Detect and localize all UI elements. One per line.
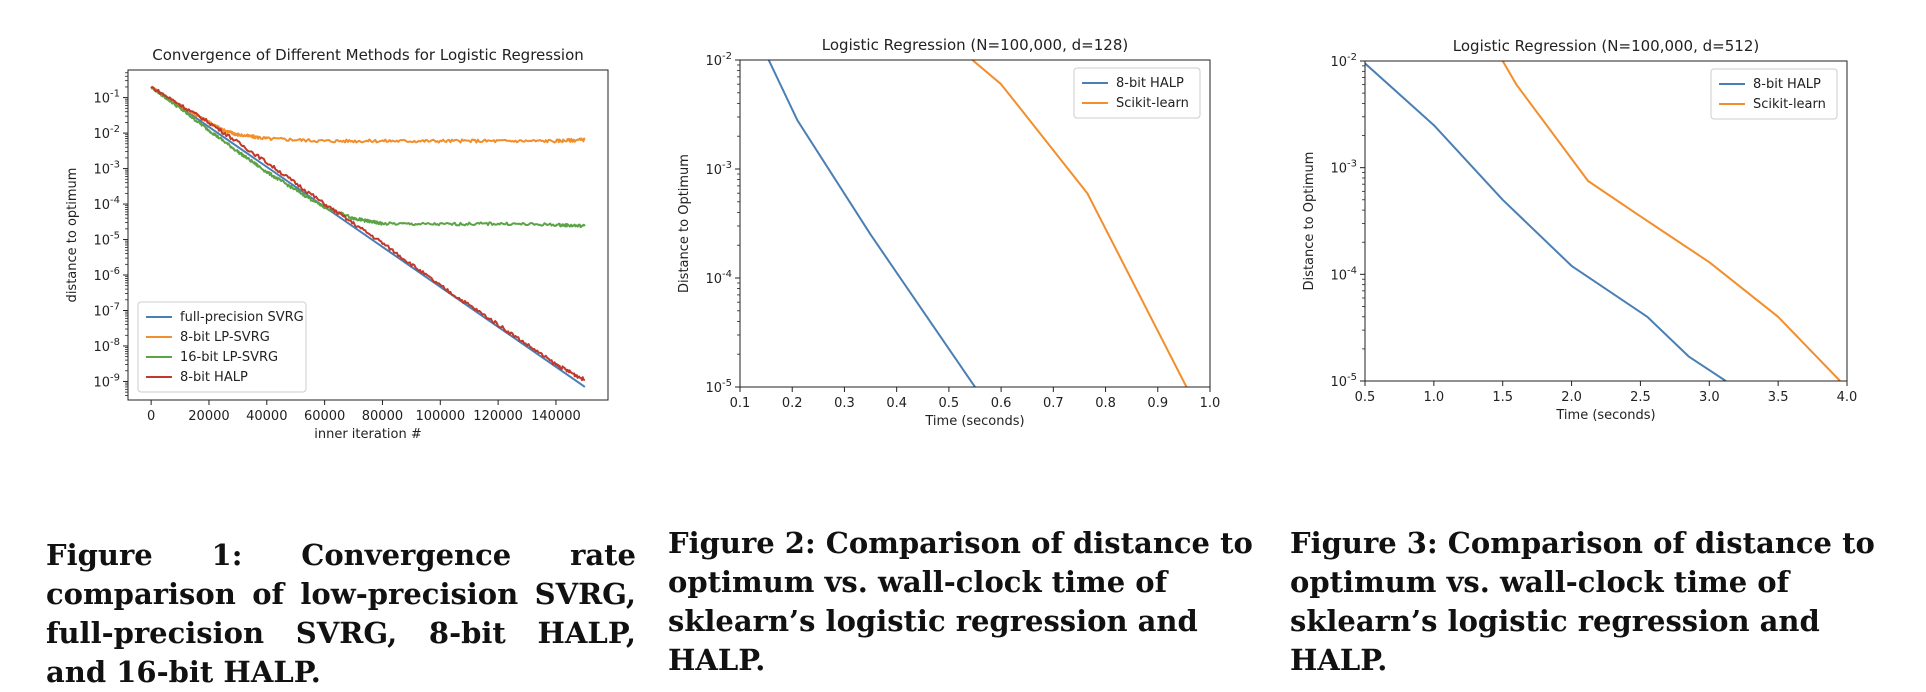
x-tick-label: 0.5: [1355, 390, 1376, 405]
x-tick-label: 100000: [415, 409, 465, 424]
y-tick-label: 10-2: [93, 124, 120, 142]
legend-entry: Scikit-learn: [1753, 97, 1826, 112]
svg-text:10-2: 10-2: [705, 51, 732, 69]
x-tick-label: 1.5: [1492, 390, 1513, 405]
y-tick-label: 10-8: [93, 337, 120, 355]
figure-2-caption: Figure 2: Comparison of distance to opti…: [668, 526, 1253, 677]
svg-text:10-2: 10-2: [93, 124, 120, 142]
x-tick-label: 60000: [304, 409, 345, 424]
legend-entry: 8-bit HALP: [180, 370, 248, 385]
legend-entry: 8-bit LP-SVRG: [180, 330, 270, 345]
y-tick-label: 10-4: [705, 269, 732, 287]
y-tick-label: 10-4: [93, 195, 120, 213]
legend-entry: 8-bit HALP: [1116, 76, 1184, 91]
svg-text:10-5: 10-5: [705, 378, 732, 396]
series-line-0: [1365, 62, 1727, 381]
x-tick-label: 20000: [188, 409, 229, 424]
x-tick-label: 0.6: [991, 396, 1012, 411]
x-tick-label: 2.0: [1561, 390, 1582, 405]
chart-convergence: Convergence of Different Methods for Log…: [65, 46, 609, 442]
y-tick-label: 10-9: [93, 372, 120, 390]
x-tick-label: 0.7: [1043, 396, 1064, 411]
series-line-1: [1501, 61, 1841, 381]
x-axis-label: inner iteration #: [314, 427, 422, 442]
figure-1-caption: Figure 1: Convergence rate comparison of…: [46, 538, 636, 689]
legend: full-precision SVRG 8-bit LP-SVRG 16-bit L…: [137, 301, 307, 393]
y-axis-label: distance to optimum: [65, 168, 80, 303]
y-axis-label: Distance to Optimum: [1302, 152, 1317, 291]
y-tick-label: 10-3: [93, 160, 120, 178]
svg-text:10-4: 10-4: [93, 195, 120, 213]
x-tick-label: 0.2: [782, 396, 803, 411]
svg-text:10-5: 10-5: [93, 231, 120, 249]
legend-entry: full-precision SVRG: [180, 310, 304, 325]
svg-text:10-3: 10-3: [1330, 159, 1357, 177]
svg-text:10-4: 10-4: [1330, 265, 1357, 283]
x-tick-label: 1.0: [1424, 390, 1445, 405]
y-tick-label: 10-4: [1330, 265, 1357, 283]
series-line-0: [767, 60, 976, 387]
series-line-2: [150, 86, 586, 229]
x-tick-label: 0.8: [1095, 396, 1116, 411]
legend-entry: Scikit-learn: [1116, 96, 1189, 111]
svg-text:10-8: 10-8: [93, 337, 120, 355]
x-tick-label: 0.3: [834, 396, 855, 411]
chart-halp-vs-sklearn-d512: Logistic Regression (N=100,000, d=512) 0.…: [1302, 37, 1858, 423]
x-tick-label: 0.4: [886, 396, 907, 411]
svg-text:10-3: 10-3: [93, 160, 120, 178]
x-tick-label: 140000: [531, 409, 581, 424]
x-tick-label: 2.5: [1630, 390, 1651, 405]
plot-frame: [127, 69, 609, 401]
y-tick-label: 10-5: [93, 231, 120, 249]
svg-text:10-6: 10-6: [93, 266, 120, 284]
chart-title: Logistic Regression (N=100,000, d=512): [1453, 37, 1759, 55]
chart-title: Logistic Regression (N=100,000, d=128): [822, 36, 1128, 54]
x-tick-label: 0.5: [939, 396, 960, 411]
svg-text:10-9: 10-9: [93, 372, 120, 390]
x-tick-label: 120000: [473, 409, 523, 424]
y-tick-label: 10-5: [1330, 372, 1357, 390]
y-tick-label: 10-7: [93, 301, 120, 319]
chart-halp-vs-sklearn-d128: Logistic Regression (N=100,000, d=128) 0.…: [677, 36, 1221, 429]
series-line-0: [150, 86, 586, 388]
y-axis-label: Distance to Optimum: [677, 154, 692, 293]
plot-frame: [1364, 60, 1848, 382]
y-tick-label: 10-2: [1330, 52, 1357, 70]
svg-text:10-7: 10-7: [93, 301, 120, 319]
x-tick-label: 0.1: [730, 396, 751, 411]
series-line-3: [150, 85, 586, 382]
x-tick-label: 1.0: [1200, 396, 1221, 411]
legend-entry: 16-bit LP-SVRG: [180, 350, 278, 365]
y-tick-label: 10-2: [705, 51, 732, 69]
x-axis-label: Time (seconds): [924, 414, 1024, 429]
x-axis-label: Time (seconds): [1555, 408, 1655, 423]
series-line-1: [971, 60, 1188, 387]
chart-title: Convergence of Different Methods for Log…: [152, 46, 584, 64]
x-tick-label: 3.0: [1699, 390, 1720, 405]
x-tick-label: 0.9: [1147, 396, 1168, 411]
y-tick-label: 10-5: [705, 378, 732, 396]
figure-3-chart: Logistic Regression (N=100,000, d=512) 0.…: [1285, 30, 1925, 495]
y-tick-label: 10-1: [93, 89, 120, 107]
figure-1-chart: Convergence of Different Methods for Log…: [0, 30, 640, 495]
x-tick-label: 3.5: [1768, 390, 1789, 405]
y-tick-label: 10-6: [93, 266, 120, 284]
svg-text:10-1: 10-1: [93, 89, 120, 107]
x-tick-label: 4.0: [1837, 390, 1858, 405]
y-tick-label: 10-3: [1330, 159, 1357, 177]
svg-text:10-5: 10-5: [1330, 372, 1357, 390]
legend: 8-bit HALP Scikit-learn: [1073, 67, 1201, 119]
x-tick-label: 0: [147, 409, 155, 424]
legend: 8-bit HALP Scikit-learn: [1710, 68, 1838, 120]
y-tick-label: 10-3: [705, 160, 732, 178]
legend-entry: 8-bit HALP: [1753, 77, 1821, 92]
x-tick-label: 80000: [362, 409, 403, 424]
plot-frame: [739, 59, 1211, 388]
figure-3-caption: Figure 3: Comparison of distance to opti…: [1290, 526, 1875, 677]
figure-2-chart: Logistic Regression (N=100,000, d=128) 0.…: [660, 30, 1280, 495]
svg-text:10-3: 10-3: [705, 160, 732, 178]
svg-text:10-2: 10-2: [1330, 52, 1357, 70]
x-tick-label: 40000: [246, 409, 287, 424]
svg-text:10-4: 10-4: [705, 269, 732, 287]
